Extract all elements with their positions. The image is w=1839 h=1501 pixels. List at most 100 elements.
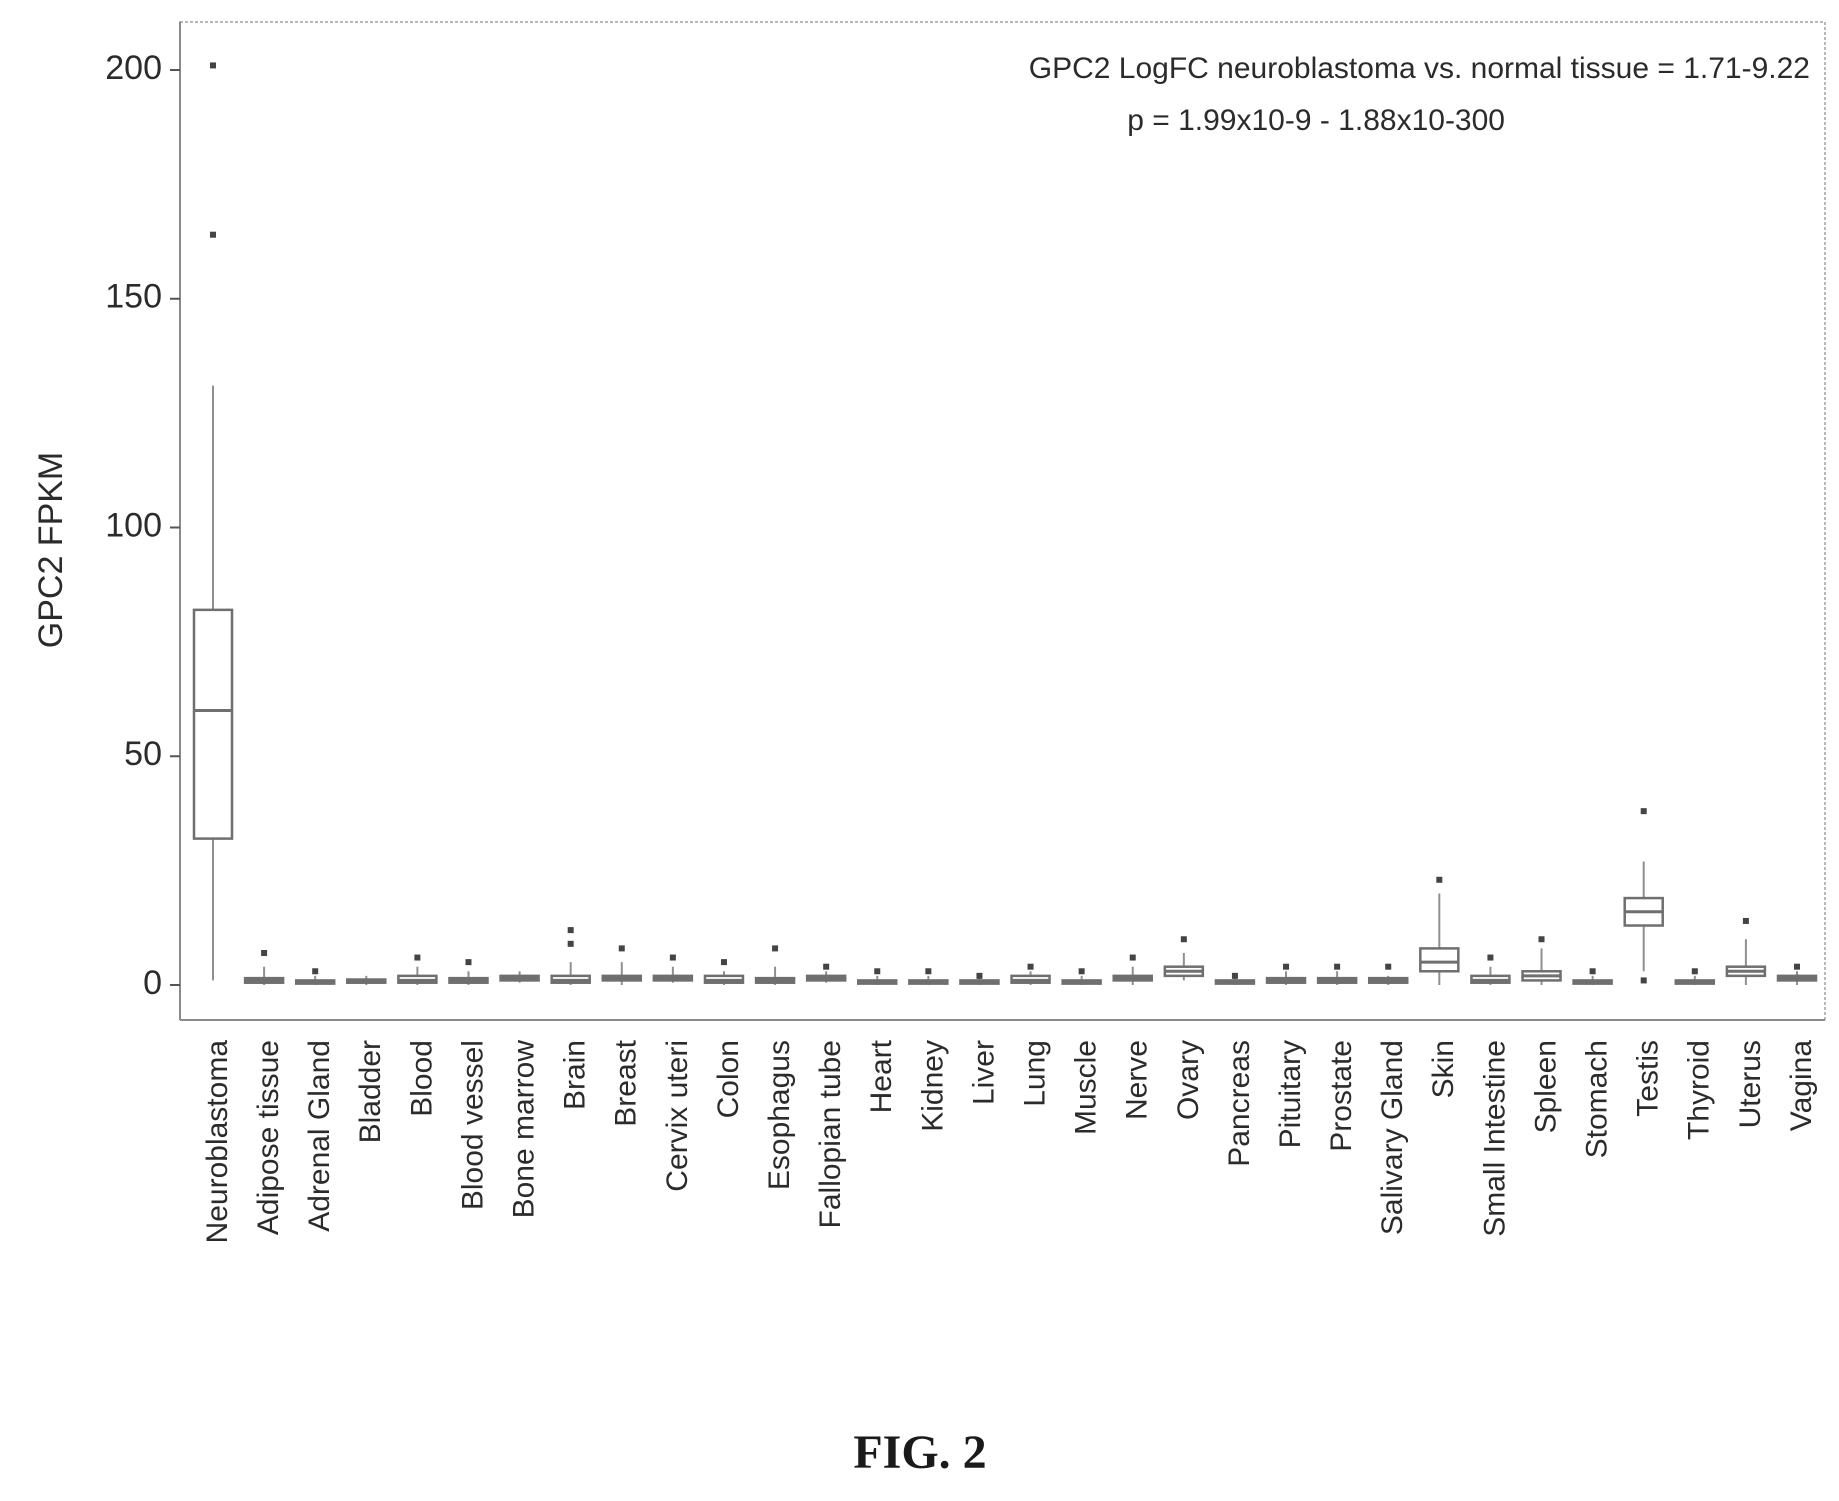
x-tick-label: Liver: [967, 1040, 1000, 1105]
outlier-point: [976, 972, 983, 979]
y-axis-label: GPC2 FPKM: [32, 452, 70, 648]
y-tick-label: 50: [124, 735, 162, 773]
box-iqr: [192, 608, 234, 840]
box-2: [294, 968, 336, 985]
box-series: [192, 62, 1818, 985]
outlier-point: [414, 954, 421, 961]
box-12: [805, 963, 847, 983]
x-tick-label: Salivary Gland: [1376, 1040, 1409, 1235]
outlier-point: [1794, 963, 1800, 970]
x-tick-label: Blood: [405, 1040, 438, 1117]
outlier-point: [567, 927, 574, 934]
box-7: [550, 927, 591, 985]
outlier-point: [1027, 963, 1034, 970]
outlier-point: [823, 963, 830, 970]
box-0: [192, 62, 234, 981]
box-26: [1521, 936, 1562, 985]
outlier-point: [210, 62, 216, 69]
x-tick-label: Stomach: [1581, 1040, 1614, 1158]
annotation-line-2: p = 1.99x10-9 - 1.88x10-300: [1127, 104, 1505, 137]
outlier-point: [1487, 954, 1494, 961]
outlier-point: [261, 949, 268, 956]
outlier-point: [720, 959, 727, 966]
x-tick-label: Prostate: [1325, 1040, 1358, 1152]
outlier-point: [312, 968, 319, 975]
outlier-point: [465, 959, 472, 966]
x-tick-label: Small Intestine: [1478, 1040, 1511, 1237]
annotation-line-1: GPC2 LogFC neuroblastoma vs. normal tiss…: [1029, 52, 1810, 85]
outlier-point: [1231, 972, 1238, 979]
box-5: [448, 959, 489, 985]
x-axis-tick-labels: Neuroblastoma Adipose tissue Adrenal Gland…: [201, 1039, 1818, 1243]
box-24: [1419, 876, 1460, 985]
box-1: [243, 949, 285, 985]
box-27: [1572, 968, 1613, 985]
outlier-point: [1640, 808, 1647, 815]
x-tick-label: Muscle: [1070, 1040, 1103, 1135]
outlier-point: [567, 940, 574, 947]
box-25: [1470, 954, 1511, 985]
box-29: [1674, 968, 1716, 985]
plot-frame: [179, 21, 1826, 1021]
x-tick-label: Uterus: [1734, 1040, 1767, 1128]
x-tick-label: Heart: [865, 1039, 898, 1113]
y-tick-label: 100: [105, 506, 162, 544]
outlier-point: [1436, 876, 1443, 883]
x-tick-label: Adrenal Gland: [303, 1040, 336, 1232]
outlier-point: [1640, 977, 1647, 984]
outlier-point: [925, 968, 932, 975]
box-17: [1061, 968, 1102, 985]
box-18: [1112, 954, 1153, 985]
box-iqr: [1419, 947, 1460, 973]
x-tick-label: Pituitary: [1274, 1040, 1307, 1148]
box-8: [601, 945, 643, 985]
x-tick-label: Vagina: [1785, 1040, 1818, 1132]
x-tick-label: Brain: [559, 1040, 592, 1110]
x-tick-label: Fallopian tube: [814, 1040, 847, 1228]
box-28: [1623, 808, 1664, 984]
x-tick-label: Colon: [712, 1040, 745, 1118]
box-6: [499, 971, 540, 983]
y-tick-label: 150: [105, 278, 162, 316]
y-tick-label: 0: [143, 964, 162, 1002]
outlier-point: [210, 231, 216, 238]
y-axis-ticks: 0 50 100 150 200: [105, 49, 180, 1002]
box-13: [857, 968, 898, 985]
box-23: [1367, 963, 1409, 985]
box-30: [1725, 917, 1767, 985]
outlier-point: [1334, 963, 1341, 970]
x-tick-label: Pancreas: [1223, 1040, 1256, 1167]
box-21: [1265, 963, 1307, 985]
outlier-point: [1283, 963, 1290, 970]
box-20: [1214, 972, 1256, 985]
x-tick-label: Neuroblastoma: [201, 1040, 234, 1244]
outlier-point: [669, 954, 676, 961]
x-tick-label: Thyroid: [1683, 1040, 1716, 1140]
outlier-point: [1691, 968, 1698, 975]
x-tick-label: Spleen: [1529, 1040, 1562, 1133]
box-3: [346, 975, 387, 985]
box-10: [703, 959, 745, 985]
x-tick-label: Blood vessel: [456, 1040, 489, 1210]
box-11: [754, 945, 796, 985]
x-tick-label: Cervix uteri: [661, 1040, 694, 1192]
box-14: [908, 968, 949, 985]
x-tick-label: Bone marrow: [508, 1040, 541, 1219]
x-tick-label: Testis: [1632, 1040, 1665, 1117]
x-tick-label: Kidney: [916, 1040, 949, 1132]
x-tick-label: Bladder: [354, 1040, 387, 1143]
figure-caption: FIG. 2: [853, 1426, 986, 1479]
outlier-point: [874, 968, 881, 975]
box-4: [397, 954, 438, 985]
box-31: [1776, 963, 1818, 985]
x-tick-label: Breast: [610, 1039, 643, 1126]
box-9: [652, 954, 694, 983]
box-15: [959, 972, 1000, 985]
x-tick-label: Skin: [1427, 1040, 1460, 1098]
x-tick-label: Nerve: [1121, 1040, 1154, 1120]
box-22: [1316, 963, 1358, 985]
outlier-point: [1742, 917, 1749, 924]
y-tick-label: 200: [105, 49, 162, 87]
outlier-point: [618, 945, 625, 952]
